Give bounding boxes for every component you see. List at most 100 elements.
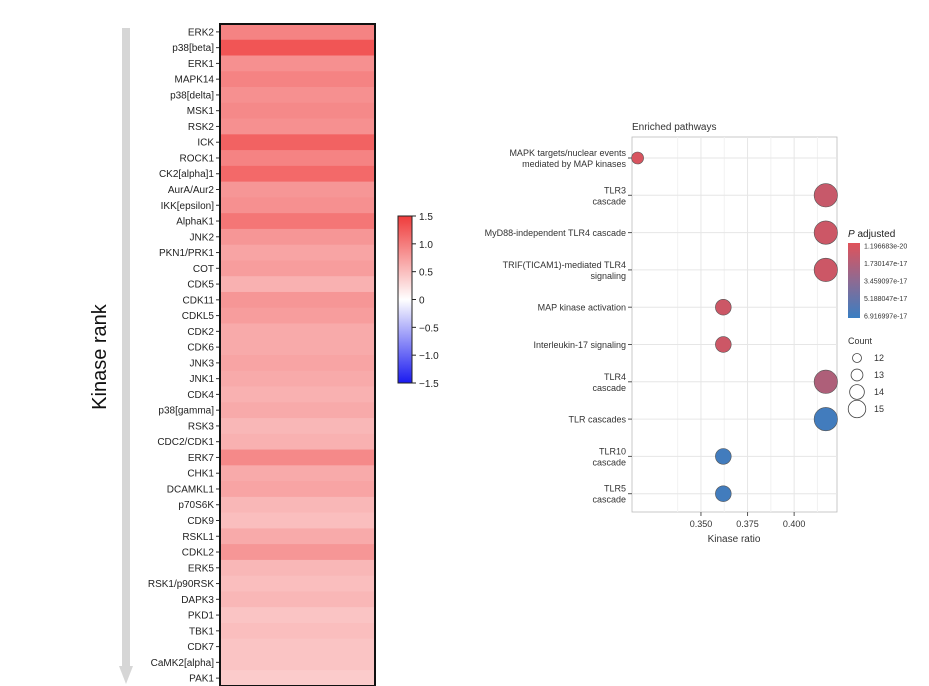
heatmap-cell <box>220 370 375 387</box>
kinase-label: CDK2 <box>187 327 214 338</box>
pathway-label: TRIF(TICAM1)-mediated TLR4 <box>503 260 626 270</box>
heatmap-cell <box>220 228 375 246</box>
p-rest: adjusted <box>855 229 896 240</box>
colorbar-tick-label: 1.0 <box>419 240 433 251</box>
kinase-label: ERK2 <box>188 27 215 38</box>
dotplot-x-tick-label: 0.375 <box>736 519 759 529</box>
heatmap-cell <box>220 181 375 198</box>
heatmap-cell <box>220 24 375 41</box>
heatmap-cell <box>220 244 375 261</box>
count-legend-label: 12 <box>874 353 884 363</box>
dotplot-x-axis-label: Kinase ratio <box>708 534 761 545</box>
heatmap-cell <box>220 402 375 419</box>
heatmap-cell <box>220 638 375 655</box>
kinase-label: AlphaK1 <box>176 217 214 228</box>
colorbar-tick-label: 0 <box>419 296 425 307</box>
pathway-label: cascade <box>592 495 626 505</box>
heatmap-cell <box>220 165 375 183</box>
pathway-label: mediated by MAP kinases <box>522 159 626 169</box>
heatmap-cell <box>220 386 375 403</box>
heatmap-cell <box>220 481 375 498</box>
colorbar-tick-label: −1.5 <box>419 379 439 390</box>
kinase-label: JNK3 <box>190 358 215 369</box>
heatmap-border <box>219 23 376 686</box>
kinase-label: CDC2/CDK1 <box>157 437 214 448</box>
pathway-point <box>813 183 838 208</box>
dotplot-panel <box>631 136 838 513</box>
kinase-label: DCAMKL1 <box>167 484 215 495</box>
kinase-heatmap: Kinase rank ERK2 p38[beta] ERK1 MAPK14 p38[d… <box>89 23 439 686</box>
heatmap-cell <box>220 197 375 214</box>
p-adjusted-label: 1.196683e-20 <box>864 244 907 251</box>
p-adjusted-label: 5.188047e-17 <box>864 296 907 303</box>
count-legend-circle <box>852 353 862 363</box>
count-legend-circle <box>847 399 867 419</box>
count-legend-circle <box>849 384 865 400</box>
kinase-label: CaMK2[alpha] <box>151 658 215 669</box>
heatmap-cell <box>220 260 375 277</box>
kinase-label: DAPK3 <box>181 595 214 606</box>
heatmap-cell <box>220 575 375 592</box>
kinase-label: IKK[epsilon] <box>161 201 215 212</box>
count-legend-label: 13 <box>874 370 884 380</box>
colorbar-tick-label: −1.0 <box>419 351 439 362</box>
p-italic: P <box>848 229 855 240</box>
pathway-label: cascade <box>592 457 626 467</box>
pathway-label: TLR10 <box>599 446 626 456</box>
kinase-label: CDKL2 <box>182 548 215 559</box>
pathway-label: cascade <box>592 196 626 206</box>
heatmap-cell <box>220 654 375 671</box>
pathway-label: MAP kinase activation <box>538 303 626 313</box>
kinase-label: ERK7 <box>188 453 215 464</box>
p-adjusted-labels: 1.196683e-20 1.730147e-17 3.459097e-17 5.18… <box>864 244 907 321</box>
heatmap-row-labels: ERK2 p38[beta] ERK1 MAPK14 p38[delta] MSK1 RSK… <box>148 27 220 685</box>
heatmap-cell <box>220 291 375 309</box>
kinase-label: ICK <box>197 138 214 149</box>
pathway-label: TLR3 <box>604 185 626 195</box>
kinase-label: CDK5 <box>187 280 214 291</box>
colorbar-ticks: 1.5 1.0 0.5 0 −0.5 −1.0 −1.5 <box>412 212 439 390</box>
heatmap-cell <box>220 449 375 466</box>
pathway-point <box>631 151 644 165</box>
heatmap-cell <box>220 102 375 119</box>
pathway-point <box>813 369 838 394</box>
colorbar-tick-label: 1.5 <box>419 212 433 223</box>
p-adjusted-label: 1.730147e-17 <box>864 261 907 268</box>
kinase-label: PKN1/PRK1 <box>159 248 214 259</box>
pathway-label: signaling <box>590 271 626 281</box>
kinase-label: CHK1 <box>187 469 214 480</box>
heatmap-cell <box>220 39 375 56</box>
colorbar-tick-label: −0.5 <box>419 323 439 334</box>
pathway-point <box>715 299 732 316</box>
dotplot-x-ticks: 0.350 0.375 0.400 <box>690 512 805 529</box>
kinase-label: TBK1 <box>189 626 214 637</box>
heatmap-cell <box>220 591 375 608</box>
pathway-label: TLR4 <box>604 372 626 382</box>
kinase-label: AurA/Aur2 <box>168 185 215 196</box>
heatmap-cell <box>220 150 375 167</box>
dotplot-points <box>631 151 838 502</box>
p-adjusted-label: 3.459097e-17 <box>864 279 907 286</box>
pathway-point <box>715 448 732 465</box>
heatmap-y-axis-label: Kinase rank <box>89 303 111 410</box>
heatmap-cell <box>220 71 375 88</box>
count-legend-items: 12 13 14 15 <box>847 353 884 419</box>
pathway-label: Interleukin-17 signaling <box>533 340 626 350</box>
p-adjusted-label: 6.916997e-17 <box>864 314 907 321</box>
pathway-point <box>715 485 732 502</box>
kinase-label: JNK2 <box>190 232 215 243</box>
kinase-label: COT <box>193 264 214 275</box>
pathway-label: MyD88-independent TLR4 cascade <box>485 228 626 238</box>
heatmap-cell <box>220 607 375 624</box>
heatmap-cell <box>220 559 375 577</box>
heatmap-cell <box>220 622 375 640</box>
pathway-point <box>813 257 838 282</box>
heatmap-cell <box>220 276 375 293</box>
pathway-point <box>813 220 838 245</box>
kinase-label: CDKL5 <box>182 311 215 322</box>
pathway-point <box>715 336 732 353</box>
heatmap-colorbar <box>397 215 413 384</box>
heatmap-cell <box>220 87 375 104</box>
heatmap-cell <box>220 512 375 529</box>
